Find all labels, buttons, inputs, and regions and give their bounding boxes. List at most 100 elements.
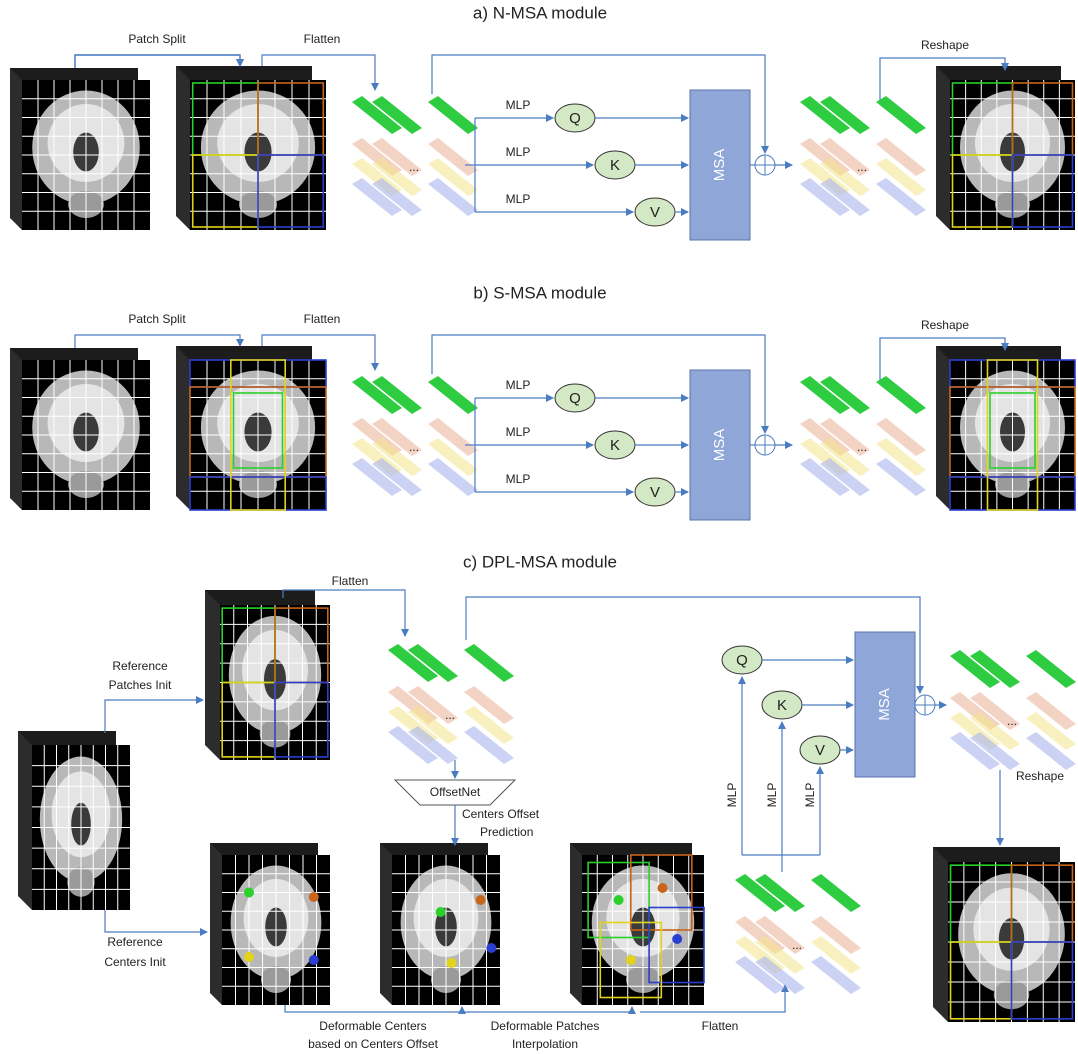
label: ... bbox=[445, 708, 455, 722]
token bbox=[876, 96, 926, 134]
label: Reshape bbox=[921, 38, 969, 52]
label: Deformable Centers bbox=[319, 1019, 426, 1033]
token bbox=[464, 644, 514, 682]
label: Patch Split bbox=[128, 32, 186, 46]
label: Reshape bbox=[1016, 769, 1064, 783]
patch-box bbox=[648, 906, 705, 984]
volume-side bbox=[18, 731, 32, 910]
token bbox=[408, 726, 458, 764]
token bbox=[408, 644, 458, 682]
label: OffsetNet bbox=[430, 785, 481, 799]
token bbox=[372, 178, 422, 216]
token bbox=[876, 458, 926, 496]
token bbox=[876, 178, 926, 216]
label: Centers Init bbox=[104, 955, 166, 969]
token bbox=[388, 644, 438, 682]
token bbox=[352, 178, 402, 216]
label: MSA bbox=[711, 149, 728, 182]
token bbox=[352, 458, 402, 496]
token bbox=[800, 96, 850, 134]
token bbox=[950, 650, 1000, 688]
flow-arrow bbox=[465, 596, 924, 694]
label: c) DPL-MSA module bbox=[463, 552, 617, 571]
msa-block bbox=[689, 89, 751, 241]
token bbox=[876, 138, 926, 176]
offsetnet-block bbox=[393, 779, 517, 806]
label: V bbox=[650, 484, 660, 501]
token bbox=[811, 874, 861, 912]
token bbox=[970, 692, 1020, 730]
token bbox=[372, 158, 422, 196]
label: MLP bbox=[506, 425, 531, 439]
flow-arrow bbox=[74, 334, 244, 348]
label: MLP bbox=[506, 145, 531, 159]
label: Centers Offset bbox=[462, 807, 540, 821]
patch-box bbox=[257, 154, 325, 228]
token bbox=[800, 178, 850, 216]
volume-side bbox=[10, 348, 22, 510]
label: ... bbox=[857, 440, 867, 454]
flow-arrow bbox=[640, 984, 789, 1013]
patch-box bbox=[1010, 941, 1074, 1020]
patch-box bbox=[587, 861, 650, 939]
label: ... bbox=[857, 160, 867, 174]
patch-box bbox=[232, 392, 284, 469]
label: Q bbox=[569, 390, 581, 407]
brain-volume bbox=[18, 731, 130, 910]
volume-side bbox=[205, 590, 220, 760]
token bbox=[372, 418, 422, 456]
label: Reshape bbox=[921, 318, 969, 332]
flow-arrow bbox=[104, 910, 208, 936]
brain-volume bbox=[380, 843, 500, 1005]
brain-volume bbox=[936, 66, 1075, 230]
token bbox=[950, 732, 1000, 770]
token bbox=[1026, 650, 1076, 688]
token bbox=[811, 916, 861, 954]
label: MLP bbox=[506, 378, 531, 392]
token bbox=[372, 438, 422, 476]
label: ... bbox=[792, 938, 802, 952]
center-dot bbox=[625, 955, 636, 965]
label: Flatten bbox=[702, 1019, 739, 1033]
token bbox=[464, 686, 514, 724]
token bbox=[464, 726, 514, 764]
msa-block bbox=[689, 369, 751, 521]
patch-box bbox=[274, 681, 329, 758]
label: MLP bbox=[725, 783, 739, 808]
token bbox=[755, 874, 805, 912]
token bbox=[428, 96, 478, 134]
center-dot bbox=[672, 934, 683, 944]
flow-arrow bbox=[261, 334, 379, 371]
token bbox=[970, 712, 1020, 750]
brain-volume bbox=[936, 346, 1076, 511]
brain-volume bbox=[10, 68, 150, 230]
token bbox=[811, 956, 861, 994]
center-dot bbox=[308, 955, 319, 965]
token bbox=[876, 158, 926, 196]
token bbox=[811, 936, 861, 974]
flow-arrow bbox=[74, 54, 244, 68]
token bbox=[820, 178, 870, 216]
label: a) N-MSA module bbox=[473, 3, 607, 22]
patch-box bbox=[599, 921, 663, 999]
token bbox=[820, 438, 870, 476]
flow-arrow bbox=[879, 57, 1009, 100]
token bbox=[820, 96, 870, 134]
token bbox=[800, 458, 850, 496]
brain-volume bbox=[210, 843, 330, 1005]
brain-volume bbox=[176, 66, 326, 230]
label: Reference bbox=[107, 935, 163, 949]
label: ... bbox=[1007, 714, 1017, 728]
label: K bbox=[777, 697, 787, 714]
token bbox=[755, 916, 805, 954]
label: ... bbox=[409, 160, 419, 174]
label: MLP bbox=[765, 783, 779, 808]
label: Q bbox=[569, 110, 581, 127]
flow-arrow bbox=[282, 589, 409, 637]
token bbox=[755, 956, 805, 994]
token bbox=[1026, 732, 1076, 770]
token bbox=[428, 418, 478, 456]
label: V bbox=[815, 742, 825, 759]
token bbox=[970, 650, 1020, 688]
